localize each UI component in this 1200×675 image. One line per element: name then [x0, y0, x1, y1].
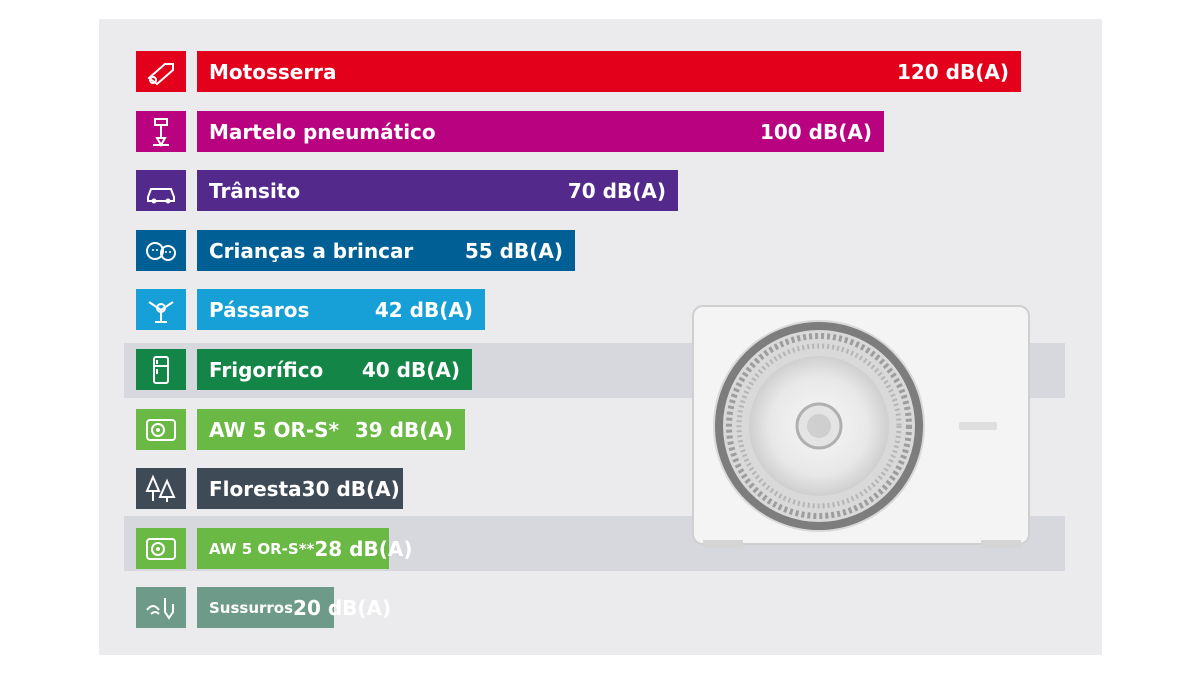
forest-icon [136, 468, 186, 509]
bar-label: Trânsito [209, 178, 301, 203]
bar-value-label: 42 dB(A) [374, 297, 473, 322]
fridge-icon [136, 349, 186, 390]
bar-row: Martelo pneumático 100 dB(A) [0, 111, 1200, 152]
bar-value-label: 70 dB(A) [567, 178, 666, 203]
bar-row: Floresta 30 dB(A) [0, 468, 1200, 509]
bar-value-label: 55 dB(A) [464, 238, 563, 263]
bar-label: Sussurros [209, 598, 294, 617]
bar: Pássaros 42 dB(A) [197, 289, 485, 330]
bar-value-label: 30 dB(A) [301, 476, 400, 501]
whisper-icon [136, 587, 186, 628]
chainsaw-icon [136, 51, 186, 92]
bar-row: Frigorífico 40 dB(A) [0, 349, 1200, 390]
bar-value-label: 20 dB(A) [293, 595, 392, 620]
bar: Trânsito 70 dB(A) [197, 170, 678, 211]
children-icon [136, 230, 186, 271]
bar-row: AW 5 OR-S** 28 dB(A) [0, 528, 1200, 569]
bar-row: Crianças a brincar 55 dB(A) [0, 230, 1200, 271]
bar-value-label: 39 dB(A) [354, 417, 453, 442]
bar: Sussurros 20 dB(A) [197, 587, 391, 628]
bar: Martelo pneumático 100 dB(A) [197, 111, 884, 152]
bar: Motosserra 120 dB(A) [197, 51, 1021, 92]
heat-pump-icon [136, 528, 186, 569]
bar-label: AW 5 OR-S* [209, 417, 340, 442]
bar-row: Trânsito 70 dB(A) [0, 170, 1200, 211]
bird-icon [136, 289, 186, 330]
bar-label: Crianças a brincar [209, 238, 414, 263]
bar-value-label: 100 dB(A) [759, 119, 872, 144]
bar-label: Frigorífico [209, 357, 324, 382]
jackhammer-icon [136, 111, 186, 152]
bar-row: Sussurros 20 dB(A) [0, 587, 1200, 628]
heat-pump-icon [136, 409, 186, 450]
bar-label: Motosserra [209, 59, 337, 84]
bar-label: Martelo pneumático [209, 119, 436, 144]
car-icon [136, 170, 186, 211]
bar-label: AW 5 OR-S** [209, 539, 315, 558]
bar: AW 5 OR-S* 39 dB(A) [197, 409, 465, 450]
bar: Floresta 30 dB(A) [197, 468, 403, 509]
bar-row: Pássaros 42 dB(A) [0, 289, 1200, 330]
bar-row: Motosserra 120 dB(A) [0, 51, 1200, 92]
bar-value-label: 28 dB(A) [314, 536, 413, 561]
bar-value-label: 40 dB(A) [361, 357, 460, 382]
bar-value-label: 120 dB(A) [896, 59, 1009, 84]
bar: Frigorífico 40 dB(A) [197, 349, 472, 390]
bar-label: Pássaros [209, 297, 310, 322]
bar-row: AW 5 OR-S* 39 dB(A) [0, 409, 1200, 450]
heat-pump-unit-image [692, 305, 1030, 548]
bar: Crianças a brincar 55 dB(A) [197, 230, 575, 271]
bar: AW 5 OR-S** 28 dB(A) [197, 528, 413, 569]
bar-label: Floresta [209, 476, 302, 501]
